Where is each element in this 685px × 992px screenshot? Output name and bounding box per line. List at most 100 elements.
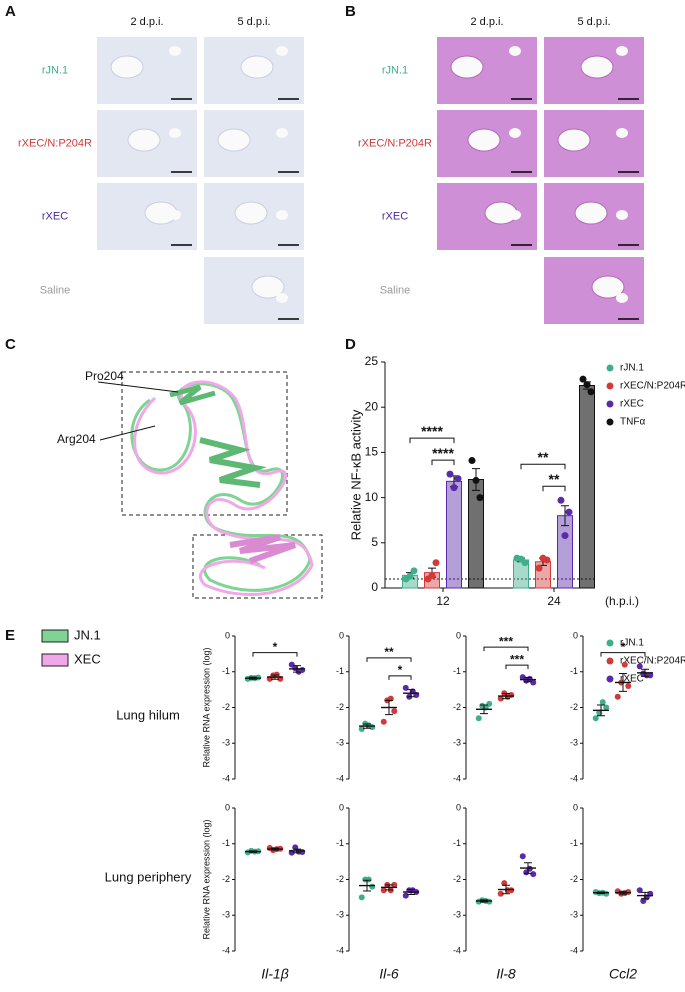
legend-marker [606,364,614,372]
y-tick-label: -2 [453,874,461,884]
data-point [621,661,628,668]
data-point [432,559,440,567]
data-point [410,567,418,575]
error-bar [641,891,649,900]
y-tick-label: -2 [222,702,230,712]
data-point [450,484,458,492]
airway [276,210,288,220]
data-point [530,871,537,878]
legend-marker [606,657,614,665]
significance-bracket [431,459,455,466]
y-tick-label: -1 [453,838,461,848]
row-label: Lung periphery [105,869,192,884]
data-point [599,699,606,706]
legend-marker [606,400,614,408]
error-bar [597,704,605,717]
airway [574,201,608,225]
panel-letter: A [5,3,16,20]
residue-label: Arg204 [57,432,96,446]
error-bar [363,879,371,892]
airway [240,55,274,79]
gene-label: Il-6 [379,966,399,982]
data-point [636,887,643,894]
error-bar [363,723,371,729]
legend-label: XEC [74,651,101,666]
y-tick-label: -3 [570,738,578,748]
significance-label: *** [510,652,524,666]
data-point [561,532,569,540]
y-tick-label: -4 [336,773,344,783]
y-tick-label: -3 [336,738,344,748]
y-tick-label: 0 [339,630,344,640]
data-point [406,572,414,580]
data-point [476,494,484,502]
error-bar [293,848,301,854]
legend-label: rJN.1 [620,638,644,649]
row-label: rXEC/N:P204R [358,137,432,149]
airway [467,128,501,152]
significance-label: * [273,640,278,654]
data-point [625,889,632,896]
significance-label: ** [384,645,394,659]
legend-label: JN.1 [74,627,101,642]
y-tick-label: -3 [453,738,461,748]
row-label: rXEC [382,210,408,222]
data-point [380,718,387,725]
y-tick-label: -2 [453,702,461,712]
data-point [380,887,387,894]
data-point [468,457,476,465]
y-axis-title: Relative NF-κB activity [348,409,363,540]
error-bar [597,891,605,894]
y-tick-label: -3 [222,738,230,748]
y-tick-label: -4 [222,773,230,783]
y-tick-label: -2 [336,702,344,712]
airway [616,128,628,138]
y-tick-label: -4 [570,945,578,955]
data-point [497,695,504,702]
x-tick-label: 24 [547,594,561,608]
x-tick-label: 12 [436,594,450,608]
airway [110,55,144,79]
error-bar [480,704,488,715]
error-bar [249,850,257,853]
y-tick-label: 0 [573,630,578,640]
significance-label: **** [432,445,454,461]
airway [234,201,268,225]
airway [169,128,181,138]
y-tick-label: -3 [570,910,578,920]
helix [199,437,267,488]
y-tick-label: 0 [456,802,461,812]
y-tick-label: 10 [365,490,379,504]
significance-bracket [600,652,646,657]
error-bar [271,847,279,851]
y-tick-label: -2 [570,874,578,884]
significance-bracket [542,485,566,492]
legend-label: TNFα [620,417,645,428]
data-point [565,508,573,516]
legend-marker [606,639,614,647]
y-tick-label: -1 [336,666,344,676]
significance-label: ** [538,449,549,465]
data-point [530,679,537,686]
airway [276,293,288,303]
error-bar [524,676,532,683]
legend-label: rXEC/N:P204R [620,656,685,667]
airway [616,293,628,303]
y-tick-label: -4 [453,945,461,955]
error-bar [271,674,279,680]
airway [616,46,628,56]
airway [509,46,521,56]
data-point [587,388,595,396]
data-point [508,887,515,894]
row-label: Saline [380,284,411,296]
y-tick-label: 20 [365,399,379,413]
row-label: rXEC/N:P204R [18,137,92,149]
legend-label: rXEC [620,399,644,410]
error-bar [480,899,488,903]
data-point [369,883,376,890]
airway [509,128,521,138]
significance-bracket [483,646,529,652]
data-point [446,470,454,478]
ribbon [133,380,314,596]
